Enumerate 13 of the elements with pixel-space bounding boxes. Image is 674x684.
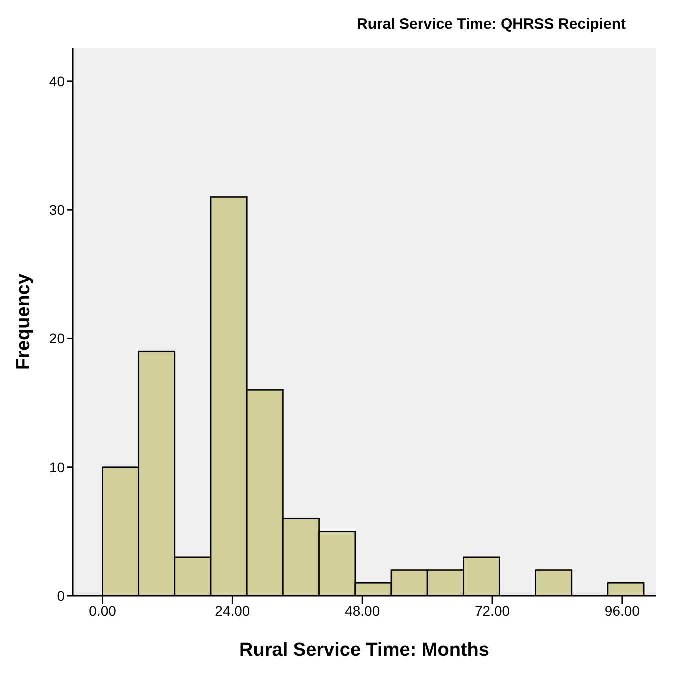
y-tick-label: 20 (49, 330, 66, 347)
y-tick-label: 0 (57, 588, 66, 604)
x-tick-label: 48.00 (345, 602, 380, 619)
x-tick-label: 0.00 (89, 602, 117, 619)
y-tick-label: 30 (49, 202, 66, 218)
x-tick-label: 96.00 (604, 602, 640, 619)
y-axis-title: Frequency (14, 274, 35, 370)
y-tick-label: 40 (49, 73, 66, 90)
x-axis-title: Rural Service Time: Months (240, 640, 490, 661)
y-tick-label: 10 (49, 459, 66, 476)
chart-title: Rural Service Time: QHRSS Recipient (356, 16, 627, 33)
x-tick-label: 24.00 (215, 602, 250, 619)
x-tick-label: 72.00 (475, 602, 510, 619)
